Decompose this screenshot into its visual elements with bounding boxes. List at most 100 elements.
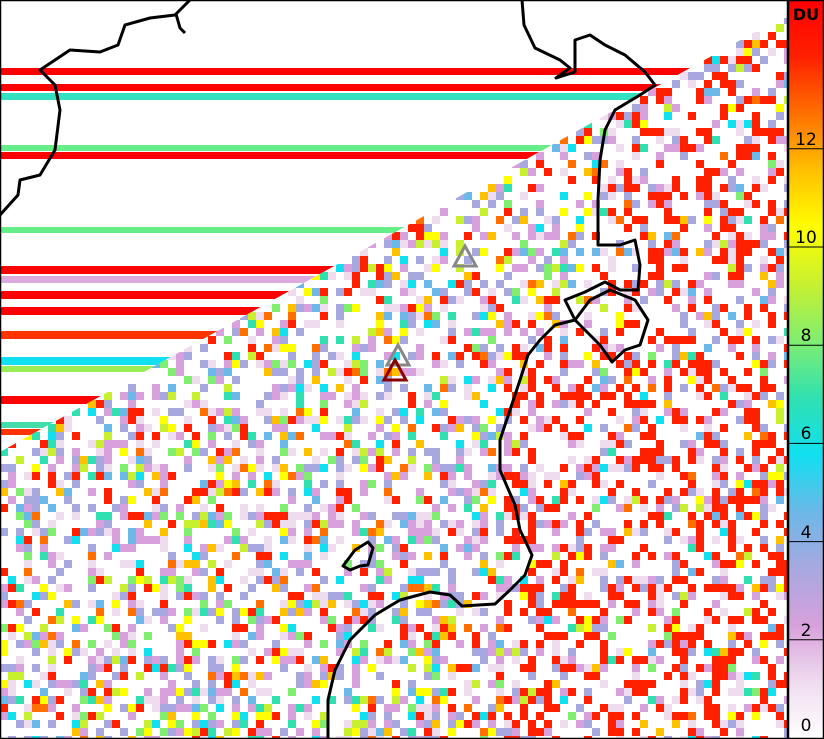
so2-pixel	[248, 544, 256, 552]
so2-pixel	[728, 304, 736, 312]
so2-pixel	[720, 168, 728, 176]
so2-pixel	[320, 712, 328, 720]
so2-pixel	[616, 144, 624, 152]
so2-pixel	[672, 216, 680, 224]
so2-pixel	[592, 160, 600, 168]
so2-pixel	[608, 256, 616, 264]
so2-pixel	[136, 600, 144, 608]
so2-pixel	[544, 264, 552, 272]
so2-pixel	[120, 496, 128, 504]
so2-pixel	[472, 640, 480, 648]
so2-pixel	[704, 496, 712, 504]
so2-pixel	[640, 504, 648, 512]
so2-pixel	[624, 296, 632, 304]
so2-pixel	[256, 632, 264, 640]
so2-pixel	[696, 544, 704, 552]
so2-pixel	[272, 464, 280, 472]
so2-pixel	[600, 392, 608, 400]
so2-pixel	[80, 624, 88, 632]
so2-pixel	[672, 336, 680, 344]
so2-pixel	[224, 520, 232, 528]
so2-pixel	[752, 128, 760, 136]
so2-pixel	[552, 416, 560, 424]
so2-pixel	[352, 616, 360, 624]
so2-pixel	[224, 688, 232, 696]
so2-pixel	[360, 728, 368, 736]
so2-pixel	[560, 256, 568, 264]
so2-pixel	[352, 448, 360, 456]
so2-pixel	[768, 504, 776, 512]
so2-pixel	[592, 136, 600, 144]
so2-pixel	[368, 352, 376, 360]
so2-pixel	[576, 152, 584, 160]
so2-pixel	[736, 448, 744, 456]
so2-pixel	[640, 432, 648, 440]
so2-pixel	[672, 464, 680, 472]
so2-pixel	[280, 432, 288, 440]
so2-pixel	[168, 720, 176, 728]
so2-pixel	[144, 512, 152, 520]
so2-pixel	[632, 304, 640, 312]
so2-pixel	[0, 488, 8, 496]
so2-pixel	[568, 360, 576, 368]
so2-pixel	[192, 440, 200, 448]
so2-pixel	[528, 184, 536, 192]
so2-pixel	[472, 424, 480, 432]
so2-pixel	[624, 616, 632, 624]
so2-pixel	[464, 392, 472, 400]
so2-pixel	[384, 640, 392, 648]
so2-pixel	[168, 680, 176, 688]
so2-pixel	[136, 392, 144, 400]
so2-pixel	[408, 536, 416, 544]
so2-pixel	[760, 376, 768, 384]
so2-pixel	[744, 512, 752, 520]
so2-pixel	[40, 688, 48, 696]
so2-pixel	[384, 576, 392, 584]
so2-pixel	[592, 520, 600, 528]
so2-pixel	[488, 184, 496, 192]
so2-pixel	[616, 696, 624, 704]
so2-pixel	[184, 520, 192, 528]
so2-pixel	[648, 456, 656, 464]
so2-pixel	[504, 736, 512, 739]
so2-pixel	[640, 680, 648, 688]
so2-pixel	[480, 432, 488, 440]
so2-pixel	[432, 624, 440, 632]
so2-pixel	[416, 608, 424, 616]
so2-pixel	[624, 528, 632, 536]
so2-pixel	[528, 656, 536, 664]
so2-pixel	[128, 600, 136, 608]
so2-pixel	[768, 688, 776, 696]
so2-pixel	[256, 624, 264, 632]
so2-pixel	[560, 544, 568, 552]
so2-pixel	[416, 312, 424, 320]
so2-pixel	[88, 568, 96, 576]
so2-pixel	[464, 600, 472, 608]
so2-pixel	[88, 664, 96, 672]
so2-pixel	[752, 712, 760, 720]
so2-pixel	[576, 232, 584, 240]
so2-pixel	[568, 584, 576, 592]
so2-pixel	[336, 512, 344, 520]
so2-pixel	[656, 728, 664, 736]
so2-pixel	[688, 544, 696, 552]
so2-pixel	[528, 280, 536, 288]
so2-pixel	[88, 528, 96, 536]
so2-pixel	[184, 688, 192, 696]
so2-pixel	[296, 328, 304, 336]
so2-pixel	[784, 560, 788, 568]
so2-pixel	[712, 536, 720, 544]
so2-pixel	[88, 472, 96, 480]
so2-pixel	[672, 176, 680, 184]
so2-pixel	[720, 408, 728, 416]
so2-pixel	[728, 632, 736, 640]
so2-pixel	[488, 632, 496, 640]
so2-pixel	[16, 600, 24, 608]
so2-pixel	[672, 280, 680, 288]
so2-pixel	[704, 296, 712, 304]
so2-pixel	[0, 648, 8, 656]
so2-pixel	[352, 728, 360, 736]
so2-pixel	[672, 720, 680, 728]
so2-pixel	[280, 440, 288, 448]
so2-pixel	[520, 504, 528, 512]
